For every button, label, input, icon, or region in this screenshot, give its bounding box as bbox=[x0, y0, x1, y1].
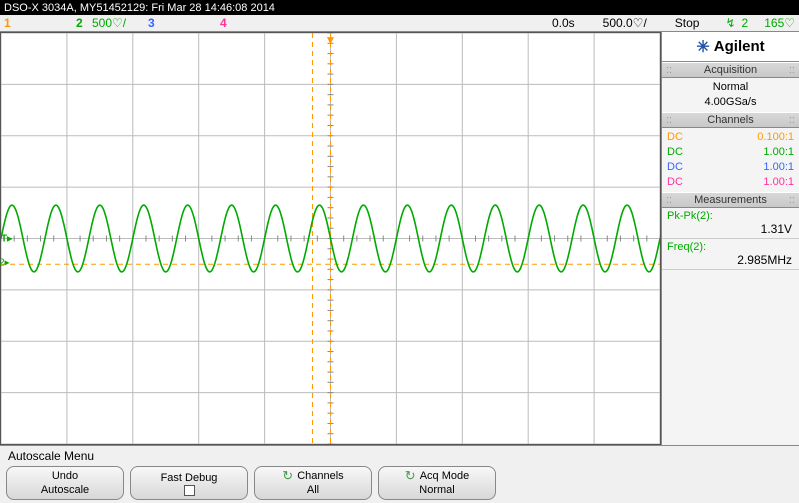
menu-title: Autoscale Menu bbox=[4, 448, 795, 464]
acquisition-header: Acquisition bbox=[662, 62, 799, 78]
scope-display[interactable]: T▸ 2▸ ▼ bbox=[0, 32, 661, 445]
ch2-scale: 500♡/ bbox=[92, 16, 142, 30]
channels-body: DC0.100:1DC1.00:1DC1.00:1DC1.00:1 bbox=[662, 128, 799, 192]
ch2-label[interactable]: 2 bbox=[76, 16, 86, 30]
brand: ✳ Agilent bbox=[662, 32, 799, 62]
softkey-row: UndoAutoscaleFast Debug↻ ChannelsAll↻ Ac… bbox=[4, 464, 795, 502]
trigger-edge-icon: ↯ bbox=[725, 16, 735, 30]
timebase-group: 0.0s 500.0♡/ Stop bbox=[552, 16, 700, 30]
ch4-label[interactable]: 4 bbox=[220, 16, 230, 30]
title-bar: DSO-X 3034A, MY51452129: Fri Mar 28 14:4… bbox=[0, 0, 799, 15]
channels-header: Channels bbox=[662, 112, 799, 128]
acquisition-body: Normal 4.00GSa/s bbox=[662, 78, 799, 112]
run-status[interactable]: Stop bbox=[675, 16, 700, 30]
serial: MY51452129 bbox=[80, 2, 145, 14]
trigger-time-marker: ▼ bbox=[325, 33, 337, 47]
softkey-channels[interactable]: ↻ ChannelsAll bbox=[254, 466, 372, 500]
measurements-header: Measurements bbox=[662, 192, 799, 208]
softkey-undo[interactable]: UndoAutoscale bbox=[6, 466, 124, 500]
softkey-area: Autoscale Menu UndoAutoscaleFast Debug↻ … bbox=[0, 445, 799, 503]
time-scale: 500.0♡/ bbox=[603, 16, 647, 30]
brand-text: Agilent bbox=[714, 38, 765, 55]
trigger-group: ↯ 2 165♡ bbox=[725, 16, 795, 30]
timestamp: Fri Mar 28 14:46:08 2014 bbox=[151, 2, 275, 14]
sidebar: ✳ Agilent Acquisition Normal 4.00GSa/s C… bbox=[661, 32, 799, 445]
ch3-label[interactable]: 3 bbox=[148, 16, 158, 30]
time-delay: 0.0s bbox=[552, 16, 575, 30]
ch1-label[interactable]: 1 bbox=[4, 16, 14, 30]
scope-svg bbox=[1, 33, 660, 444]
measurements-body: Pk-Pk(2):1.31VFreq(2):2.985MHz bbox=[662, 208, 799, 270]
acq-mode: Normal bbox=[667, 80, 794, 95]
softkey-fast-debug[interactable]: Fast Debug bbox=[130, 466, 248, 500]
ch2-ref-marker: 2▸ bbox=[0, 258, 10, 269]
trigger-level: 165♡ bbox=[764, 16, 795, 30]
channel-bar: 1 2 500♡/ 3 4 0.0s 500.0♡/ Stop ↯ 2 165♡ bbox=[0, 15, 799, 32]
softkey-acq-mode[interactable]: ↻ Acq ModeNormal bbox=[378, 466, 496, 500]
measurement-row: Freq(2):2.985MHz bbox=[662, 239, 799, 270]
model: DSO-X 3034A bbox=[4, 2, 74, 14]
channel-row: DC0.100:1 bbox=[667, 130, 794, 145]
acq-rate: 4.00GSa/s bbox=[667, 95, 794, 110]
channel-row: DC1.00:1 bbox=[667, 175, 794, 190]
channel-row: DC1.00:1 bbox=[667, 160, 794, 175]
measurement-row: Pk-Pk(2):1.31V bbox=[662, 208, 799, 239]
gnd-marker-ch2: T▸ bbox=[1, 233, 12, 244]
brand-icon: ✳ bbox=[696, 37, 709, 57]
channel-row: DC1.00:1 bbox=[667, 145, 794, 160]
trigger-source: 2 bbox=[742, 16, 749, 30]
